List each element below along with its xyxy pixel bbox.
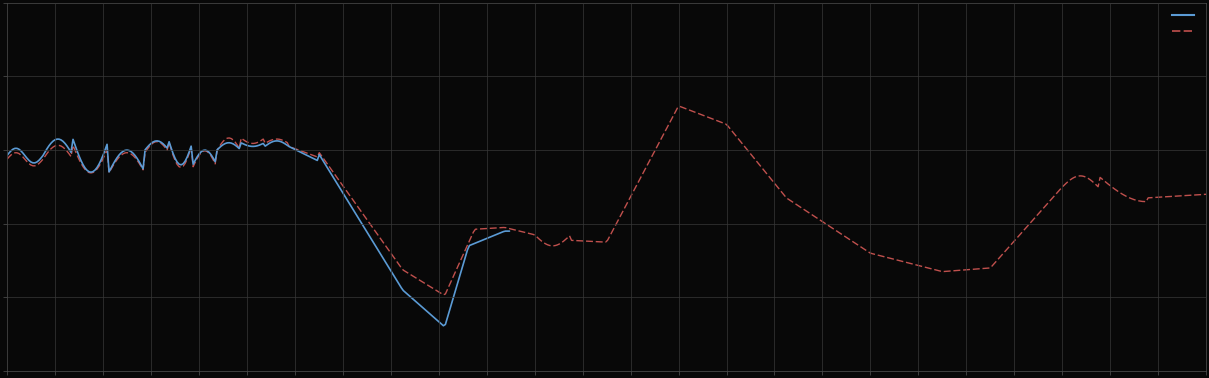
Legend: , : , [1169, 8, 1202, 39]
